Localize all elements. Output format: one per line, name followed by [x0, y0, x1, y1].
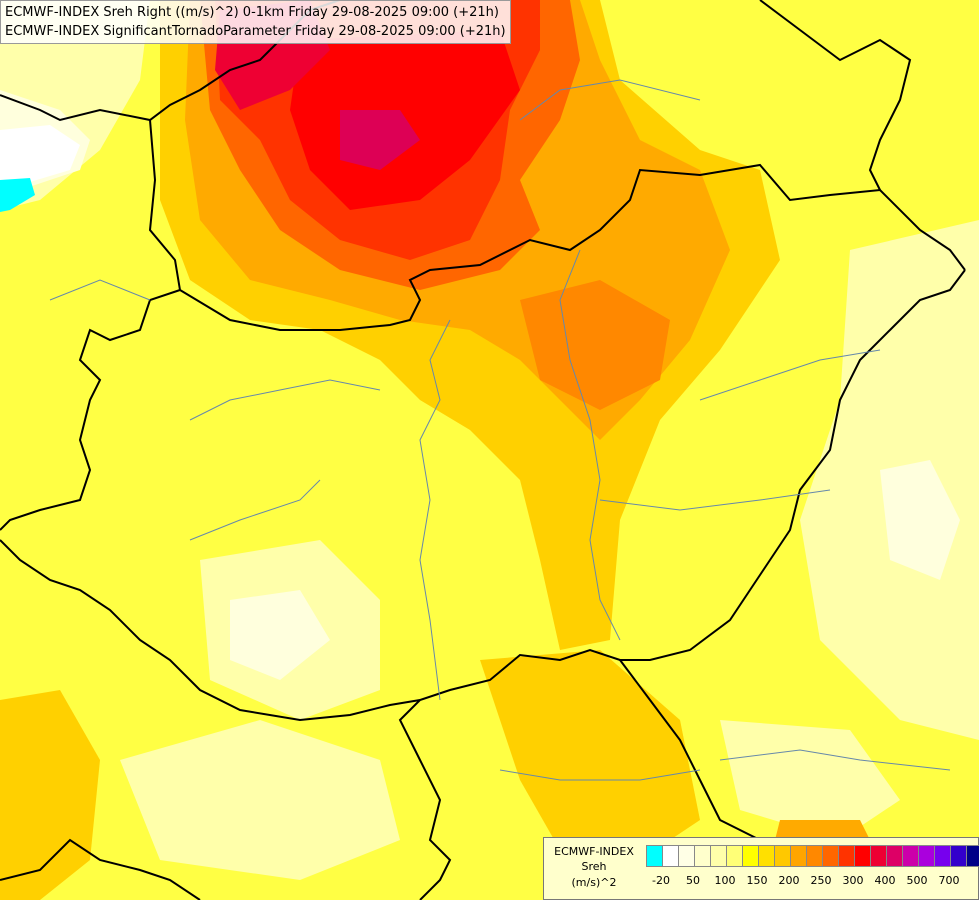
- orange-regions: [0, 0, 880, 900]
- legend-tick: 150: [746, 874, 768, 887]
- map-title-box: ECMWF-INDEX Sreh Right ((m/s)^2) 0-1km F…: [0, 0, 511, 44]
- legend-swatch: [662, 845, 680, 867]
- legend-swatch: [742, 845, 760, 867]
- legend-swatch: [934, 845, 952, 867]
- legend-swatch: [710, 845, 728, 867]
- legend-tick: 500: [906, 874, 928, 887]
- legend-swatch: [838, 845, 856, 867]
- white-regions: [0, 125, 80, 185]
- legend: ECMWF-INDEX Sreh (m/s)^2 -20 50 100 150 …: [543, 837, 979, 900]
- legend-tick: 100: [714, 874, 736, 887]
- legend-swatch: [870, 845, 888, 867]
- legend-tick: 50: [686, 874, 700, 887]
- legend-swatch: [806, 845, 824, 867]
- title-line-1: ECMWF-INDEX Sreh Right ((m/s)^2) 0-1km F…: [5, 5, 499, 20]
- legend-swatch: [822, 845, 840, 867]
- legend-swatch: [918, 845, 936, 867]
- legend-tick: 700: [938, 874, 960, 887]
- legend-param-label: Sreh: [581, 860, 607, 873]
- cyan-region: [0, 178, 35, 212]
- legend-swatch: [886, 845, 904, 867]
- title-line-2: ECMWF-INDEX SignificantTornadoParameter …: [5, 24, 506, 39]
- legend-swatch: [774, 845, 792, 867]
- legend-swatch: [646, 845, 664, 867]
- legend-tick: 200: [778, 874, 800, 887]
- legend-tick: 250: [810, 874, 832, 887]
- legend-swatch: [758, 845, 776, 867]
- legend-tick: 300: [842, 874, 864, 887]
- legend-tick: 400: [874, 874, 896, 887]
- legend-swatch: [726, 845, 744, 867]
- legend-swatch: [790, 845, 808, 867]
- legend-unit-label: (m/s)^2: [571, 876, 617, 889]
- legend-model-label: ECMWF-INDEX: [554, 845, 634, 858]
- legend-swatch: [694, 845, 712, 867]
- legend-swatch: [854, 845, 872, 867]
- legend-swatch: [902, 845, 920, 867]
- legend-swatch: [950, 845, 968, 867]
- legend-swatch: [966, 845, 979, 867]
- legend-swatch: [678, 845, 696, 867]
- legend-tick: -20: [652, 874, 670, 887]
- regional-lines: [49, 79, 951, 781]
